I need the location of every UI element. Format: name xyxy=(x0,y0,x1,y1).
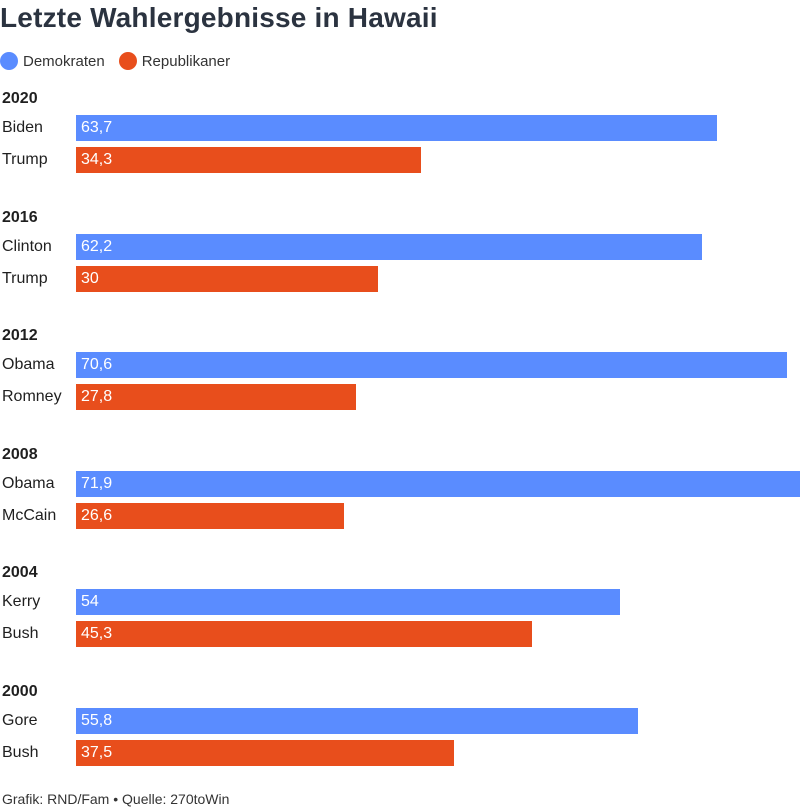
bar-value-label: 34,3 xyxy=(81,151,113,168)
chart-title: Letzte Wahlergebnisse in Hawaii xyxy=(0,2,438,33)
bar-value-label: 30 xyxy=(81,269,99,287)
bar-republikaner: 37,5 xyxy=(76,740,454,766)
bar-value-label: 37,5 xyxy=(81,744,113,761)
bar-value-label: 45,3 xyxy=(81,625,113,643)
bar-demokraten: 63,7 xyxy=(76,115,718,141)
bar-demokraten: 55,8 xyxy=(76,708,638,734)
year-label: 2004 xyxy=(2,564,38,582)
bar-demokraten: 62,2 xyxy=(76,233,703,260)
bar-republikaner: 30 xyxy=(76,265,379,292)
bar-value-label: 62,2 xyxy=(81,237,113,255)
legend: Demokraten Republikaner xyxy=(0,50,244,72)
bar-value-label: 27,8 xyxy=(81,388,113,406)
year-label: 2000 xyxy=(2,683,38,700)
bar-value-label: 71,9 xyxy=(81,474,113,492)
legend-swatch-demokraten xyxy=(0,52,18,70)
candidate-label: Trump xyxy=(2,151,48,168)
candidate-label: Kerry xyxy=(2,593,41,611)
bar-value-label: 54 xyxy=(81,593,99,611)
bar-republikaner: 34,3 xyxy=(76,147,422,173)
bar-value-label: 55,8 xyxy=(81,712,113,729)
bar-republikaner: 26,6 xyxy=(76,502,344,529)
bar-demokraten: 71,9 xyxy=(76,470,800,497)
year-label: 2008 xyxy=(2,445,38,463)
legend-swatch-republikaner xyxy=(118,52,137,70)
year-label: 2020 xyxy=(2,90,38,107)
candidate-label: Clinton xyxy=(2,237,52,255)
year-label: 2012 xyxy=(2,327,38,345)
candidate-label: Romney xyxy=(2,388,62,406)
bar-demokraten: 54 xyxy=(76,589,620,616)
bar-republikaner: 45,3 xyxy=(76,621,533,648)
candidate-label: Bush xyxy=(2,744,39,761)
candidate-label: Obama xyxy=(2,474,55,492)
bar-demokraten: 70,6 xyxy=(76,352,787,379)
candidate-label: Trump xyxy=(2,269,48,287)
bar-chart: 2020 Biden 63,7 Trump 34,3 2016 Clinton 62,2 Tru… xyxy=(2,90,800,766)
bar-value-label: 26,6 xyxy=(81,506,113,524)
legend-item-republikaner: Republikaner xyxy=(118,52,231,70)
bar-republikaner: 27,8 xyxy=(76,384,356,411)
candidate-label: Biden xyxy=(2,119,43,136)
candidate-label: Bush xyxy=(2,625,39,643)
year-label: 2016 xyxy=(2,208,38,226)
candidate-label: Gore xyxy=(2,712,38,729)
legend-label-demokraten: Demokraten xyxy=(23,52,105,70)
candidate-label: Obama xyxy=(2,356,55,374)
bar-value-label: 70,6 xyxy=(81,356,113,374)
legend-label-republikaner: Republikaner xyxy=(141,52,231,70)
candidate-label: McCain xyxy=(2,506,57,524)
legend-item-demokraten: Demokraten xyxy=(0,52,105,70)
source-footer: Grafik: RND/Fam • Quelle: 270toWin xyxy=(2,791,230,807)
bar-value-label: 63,7 xyxy=(81,119,113,136)
